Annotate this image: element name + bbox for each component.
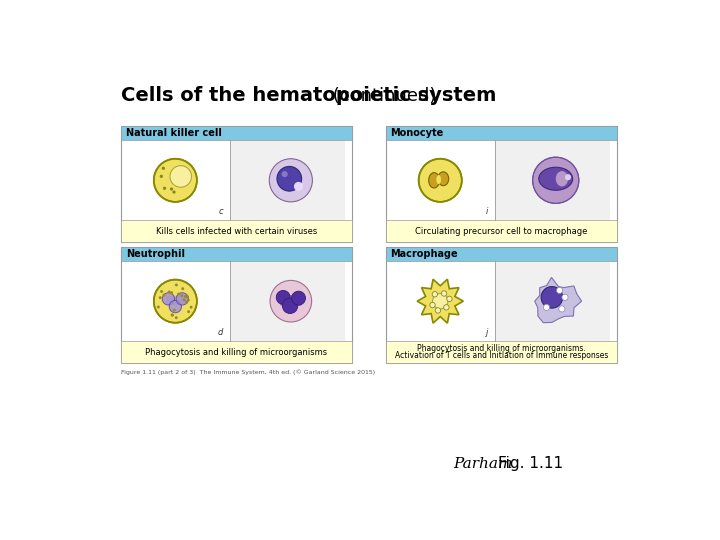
Circle shape [418,159,462,202]
FancyBboxPatch shape [121,247,352,363]
Circle shape [430,302,435,308]
Circle shape [188,311,189,313]
Circle shape [557,287,562,294]
Circle shape [186,301,187,303]
Ellipse shape [428,173,439,188]
Text: Kills cells infected with certain viruses: Kills cells infected with certain viruse… [156,227,318,235]
Circle shape [161,291,163,292]
FancyBboxPatch shape [121,220,352,242]
Text: Cells of the hematopoietic system: Cells of the hematopoietic system [121,86,496,105]
Circle shape [544,304,549,310]
Circle shape [158,306,159,308]
Circle shape [171,188,173,190]
FancyBboxPatch shape [495,140,610,220]
Circle shape [190,307,192,308]
Circle shape [269,159,312,202]
Polygon shape [535,278,582,323]
Text: Phagocytosis and killing of microorganisms.: Phagocytosis and killing of microorganis… [417,343,586,353]
FancyBboxPatch shape [121,341,352,363]
Text: c: c [219,207,223,215]
Circle shape [565,174,571,180]
Text: d: d [218,328,223,336]
Ellipse shape [539,167,572,190]
Circle shape [169,300,181,313]
Circle shape [432,292,438,297]
Circle shape [171,314,173,316]
Circle shape [154,159,197,202]
Ellipse shape [436,175,441,184]
FancyBboxPatch shape [121,126,352,140]
Circle shape [433,294,448,309]
Circle shape [182,288,184,289]
Circle shape [444,305,449,310]
Circle shape [186,296,188,298]
Circle shape [562,294,568,300]
Circle shape [541,287,562,308]
FancyBboxPatch shape [121,247,352,261]
Circle shape [163,294,165,296]
Circle shape [170,166,192,187]
Circle shape [270,280,312,322]
Text: Fig. 1.11: Fig. 1.11 [498,456,563,471]
Circle shape [174,309,175,310]
Circle shape [163,187,166,189]
Text: Parham: Parham [454,457,513,471]
FancyBboxPatch shape [386,220,617,242]
Circle shape [277,166,302,191]
Text: Phagocytosis and killing of microorganisms: Phagocytosis and killing of microorganis… [145,348,328,356]
Polygon shape [417,279,464,323]
Circle shape [178,293,179,295]
Text: j: j [486,328,488,336]
Circle shape [173,191,175,193]
Circle shape [184,296,186,297]
Circle shape [176,284,177,286]
Circle shape [185,296,186,298]
FancyBboxPatch shape [230,140,345,220]
Text: Circulating precursor cell to macrophage: Circulating precursor cell to macrophage [415,227,588,235]
Text: Monocyte: Monocyte [390,129,444,138]
FancyBboxPatch shape [495,261,610,341]
Circle shape [162,293,174,305]
Circle shape [187,299,189,301]
FancyBboxPatch shape [121,126,352,242]
Text: (continued): (continued) [328,86,437,105]
FancyBboxPatch shape [386,341,617,363]
Circle shape [282,298,298,314]
Circle shape [176,317,177,319]
FancyBboxPatch shape [386,247,617,363]
Circle shape [163,167,164,169]
FancyBboxPatch shape [386,247,617,261]
FancyBboxPatch shape [230,261,345,341]
Text: i: i [486,207,488,215]
Circle shape [282,171,288,177]
Text: Figure 1.11 (part 2 of 3)  The Immune System, 4th ed. (© Garland Science 2015): Figure 1.11 (part 2 of 3) The Immune Sys… [121,369,375,375]
Text: Natural killer cell: Natural killer cell [126,129,222,138]
Text: Neutrophil: Neutrophil [126,249,184,259]
Circle shape [292,291,305,305]
Ellipse shape [438,172,449,186]
Text: Activation of T cells and Initlation of Immune responses: Activation of T cells and Initlation of … [395,352,608,360]
Circle shape [161,176,162,177]
Circle shape [159,297,161,299]
Ellipse shape [556,171,568,186]
Circle shape [533,157,579,204]
Circle shape [154,280,197,323]
Circle shape [435,308,441,313]
Circle shape [294,182,303,191]
Circle shape [447,296,452,301]
Circle shape [559,306,565,312]
Circle shape [172,314,174,316]
FancyBboxPatch shape [386,126,617,242]
Circle shape [168,291,170,293]
Circle shape [184,299,185,301]
FancyBboxPatch shape [280,295,302,306]
Circle shape [171,292,172,293]
Circle shape [441,291,447,296]
Circle shape [276,291,290,304]
Circle shape [176,293,189,305]
FancyBboxPatch shape [166,296,184,305]
Text: Macrophage: Macrophage [390,249,458,259]
FancyBboxPatch shape [386,126,617,140]
Circle shape [181,295,183,296]
